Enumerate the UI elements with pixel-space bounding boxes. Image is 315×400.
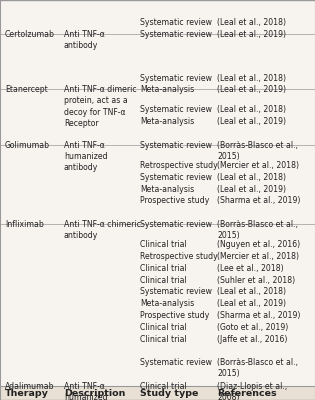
Text: (Leal et al., 2019): (Leal et al., 2019): [217, 299, 286, 308]
Text: Prospective study: Prospective study: [140, 196, 209, 206]
Text: (Suhler et al., 2018): (Suhler et al., 2018): [217, 276, 295, 284]
Text: (Leal et al., 2018): (Leal et al., 2018): [217, 74, 286, 82]
Text: Clinical trial: Clinical trial: [140, 240, 187, 249]
Text: Etanercept: Etanercept: [5, 85, 48, 94]
Text: (Mercier et al., 2018): (Mercier et al., 2018): [217, 252, 299, 261]
Text: (Borràs-Blasco et al.,
2015): (Borràs-Blasco et al., 2015): [217, 358, 298, 378]
Text: (Leal et al., 2018): (Leal et al., 2018): [217, 18, 286, 27]
Bar: [0, 386, 315, 400]
Text: (Diaz-Llopis et al.,
2008): (Diaz-Llopis et al., 2008): [217, 382, 287, 400]
Text: (Mercier et al., 2018): (Mercier et al., 2018): [217, 161, 299, 170]
Text: Anti TNF-α chimeric
antibody: Anti TNF-α chimeric antibody: [64, 220, 141, 240]
Text: Retrospective study: Retrospective study: [140, 252, 218, 261]
Text: Description: Description: [64, 388, 125, 398]
Text: Clinical trial: Clinical trial: [140, 276, 187, 284]
Text: Anti TNF-α dimeric
protein, act as a
decoy for TNF-α
Receptor: Anti TNF-α dimeric protein, act as a dec…: [64, 85, 137, 128]
Text: (Leal et al., 2019): (Leal et al., 2019): [217, 117, 286, 126]
Text: Clinical trial: Clinical trial: [140, 264, 187, 273]
Text: Systematic review: Systematic review: [140, 18, 212, 27]
Text: Infliximab: Infliximab: [5, 220, 44, 229]
Text: Prospective study: Prospective study: [140, 311, 209, 320]
Text: (Leal et al., 2018): (Leal et al., 2018): [217, 106, 286, 114]
Text: Golimumab: Golimumab: [5, 141, 50, 150]
Text: Anti TNF-α
humanized
antibody: Anti TNF-α humanized antibody: [64, 382, 108, 400]
Text: References: References: [217, 388, 277, 398]
Text: (Sharma et al., 2019): (Sharma et al., 2019): [217, 196, 301, 206]
Text: (Leal et al., 2019): (Leal et al., 2019): [217, 185, 286, 194]
Text: (Borràs-Blasco et al.,
2015): (Borràs-Blasco et al., 2015): [217, 141, 298, 161]
Text: Anti TNF-α
antibody: Anti TNF-α antibody: [64, 30, 105, 50]
Text: Meta-analysis: Meta-analysis: [140, 185, 194, 194]
Text: Systematic review: Systematic review: [140, 287, 212, 296]
Text: Systematic review: Systematic review: [140, 141, 212, 150]
Text: (Goto et al., 2019): (Goto et al., 2019): [217, 323, 288, 332]
Text: Meta-analysis: Meta-analysis: [140, 299, 194, 308]
Text: Meta-analysis: Meta-analysis: [140, 85, 194, 94]
Text: Clinical trial: Clinical trial: [140, 382, 187, 391]
Text: Study type: Study type: [140, 388, 198, 398]
Text: (Sharma et al., 2019): (Sharma et al., 2019): [217, 311, 301, 320]
Text: Systematic review: Systematic review: [140, 358, 212, 367]
Text: (Leal et al., 2018): (Leal et al., 2018): [217, 173, 286, 182]
Text: Systematic review: Systematic review: [140, 173, 212, 182]
Text: Clinical trial: Clinical trial: [140, 323, 187, 332]
Text: (Borràs-Blasco et al.,
2015): (Borràs-Blasco et al., 2015): [217, 220, 298, 240]
Text: (Leal et al., 2018): (Leal et al., 2018): [217, 287, 286, 296]
Text: (Lee et al., 2018): (Lee et al., 2018): [217, 264, 284, 273]
Text: (Leal et al., 2019): (Leal et al., 2019): [217, 85, 286, 94]
Text: Clinical trial: Clinical trial: [140, 335, 187, 344]
Text: Certolzumab: Certolzumab: [5, 30, 55, 39]
Text: Therapy: Therapy: [5, 388, 49, 398]
Text: Systematic review: Systematic review: [140, 106, 212, 114]
Text: Retrospective study: Retrospective study: [140, 161, 218, 170]
Text: Anti TNF-α
humanized
antibody: Anti TNF-α humanized antibody: [64, 141, 108, 172]
Text: Meta-analysis: Meta-analysis: [140, 117, 194, 126]
Text: Systematic review: Systematic review: [140, 220, 212, 229]
Text: (Leal et al., 2019): (Leal et al., 2019): [217, 30, 286, 39]
Text: Systematic review: Systematic review: [140, 74, 212, 82]
Text: (Jaffe et al., 2016): (Jaffe et al., 2016): [217, 335, 287, 344]
Text: (Nguyen et al., 2016): (Nguyen et al., 2016): [217, 240, 300, 249]
Text: Adalimumab: Adalimumab: [5, 382, 54, 391]
Text: Systematic review: Systematic review: [140, 30, 212, 39]
